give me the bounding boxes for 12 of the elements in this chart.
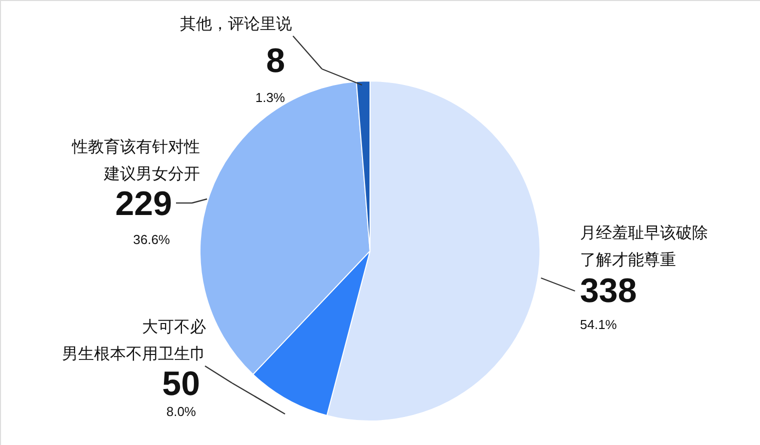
data-label: 229 xyxy=(115,185,172,223)
text: 8.0% xyxy=(166,404,196,419)
text: 54.1% xyxy=(580,317,618,332)
slice-label: 月经羞耻早该破除了解才能尊重 xyxy=(580,223,708,269)
text: 1.3% xyxy=(255,90,286,105)
data-label: 338 xyxy=(580,272,637,310)
data-label: 8 xyxy=(266,42,285,80)
slice-label: 大可不必男生根本不用卫生巾 xyxy=(62,317,206,363)
slice-label: 性教育该有针对性建议男女分开 xyxy=(71,137,200,183)
slice-label: 其他，评论里说 xyxy=(180,14,292,33)
data-label: 50 xyxy=(162,365,200,403)
text: 36.6% xyxy=(133,232,170,247)
